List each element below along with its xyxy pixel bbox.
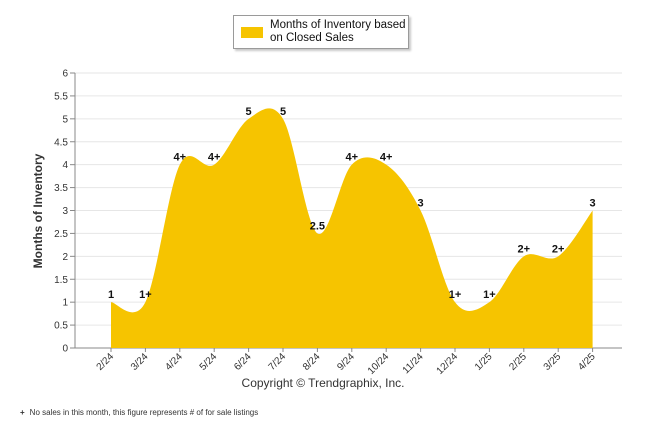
x-tick-label: 2/24 (95, 351, 117, 373)
data-label: 4+ (380, 152, 393, 164)
data-label: 1+ (449, 289, 462, 301)
legend-swatch (241, 27, 263, 38)
y-tick-label: 2 (62, 252, 68, 263)
x-tick-label: 12/24 (435, 351, 461, 377)
data-label: 5 (280, 106, 286, 118)
data-label: 1+ (139, 289, 152, 301)
x-tick-label: 1/25 (473, 351, 495, 373)
x-tick-label: 4/24 (163, 351, 185, 373)
y-tick-label: 0.5 (54, 321, 68, 332)
x-tick-label: 10/24 (366, 351, 392, 377)
area-series (111, 108, 593, 348)
x-tick-label: 6/24 (232, 351, 254, 373)
y-tick-label: 5 (62, 114, 68, 125)
x-tick-label: 3/25 (542, 351, 564, 373)
data-label: 1 (108, 289, 114, 301)
footnote: + No sales in this month, this figure rep… (20, 408, 258, 417)
x-tick-labels: 2/24 3/24 4/24 5/24 6/24 7/24 8/24 9/24 10/24 11/… (95, 351, 598, 377)
legend-label: Months of Inventory based on Closed Sale… (270, 19, 406, 44)
y-tick-label: 5.5 (54, 91, 68, 102)
y-tick-label: 1.5 (54, 275, 68, 286)
data-label: 2+ (518, 243, 531, 255)
y-axis-label: Months of Inventory (31, 153, 45, 268)
y-tick-label: 4 (62, 160, 68, 171)
x-tick-label: 2/25 (507, 351, 529, 373)
data-label: 4+ (346, 152, 359, 164)
y-tick-label: 4.5 (54, 137, 68, 148)
data-label: 4+ (208, 152, 221, 164)
x-tick-label: 3/24 (129, 351, 151, 373)
data-label: 5 (246, 106, 252, 118)
y-tick-label: 3.5 (54, 183, 68, 194)
x-tick-label: 9/24 (335, 351, 357, 373)
x-tick-label: 4/25 (576, 351, 598, 373)
data-label: 2.5 (310, 220, 325, 232)
data-labels: 1 1+ 4+ 4+ 5 5 2.5 4+ 4+ 3 1+ 1+ 2+ 2+ 3 (108, 106, 596, 301)
y-tick-label: 3 (62, 206, 68, 217)
x-tick-label: 11/24 (401, 351, 426, 376)
x-tick-label: 5/24 (198, 351, 220, 373)
y-tick-label: 6 (62, 69, 68, 80)
y-tick-label: 0 (62, 344, 68, 355)
y-tick-label: 1 (62, 298, 68, 309)
data-label: 1+ (483, 289, 496, 301)
legend: Months of Inventory based on Closed Sale… (233, 15, 409, 49)
data-label: 3 (418, 198, 424, 210)
y-tick-labels: 0 0.5 1 1.5 2 2.5 3 3.5 4 4.5 5 5.5 6 (54, 69, 68, 355)
y-tick-label: 2.5 (54, 229, 68, 240)
x-tick-label: 8/24 (301, 351, 323, 373)
footnote-mark: + (20, 408, 25, 417)
data-label: 4+ (174, 152, 187, 164)
data-label: 2+ (552, 243, 565, 255)
footnote-text: No sales in this month, this figure repr… (29, 408, 259, 417)
x-tick-label: 7/24 (267, 351, 289, 373)
copyright-text: Copyright © Trendgraphix, Inc. (241, 376, 405, 390)
data-label: 3 (590, 198, 596, 210)
